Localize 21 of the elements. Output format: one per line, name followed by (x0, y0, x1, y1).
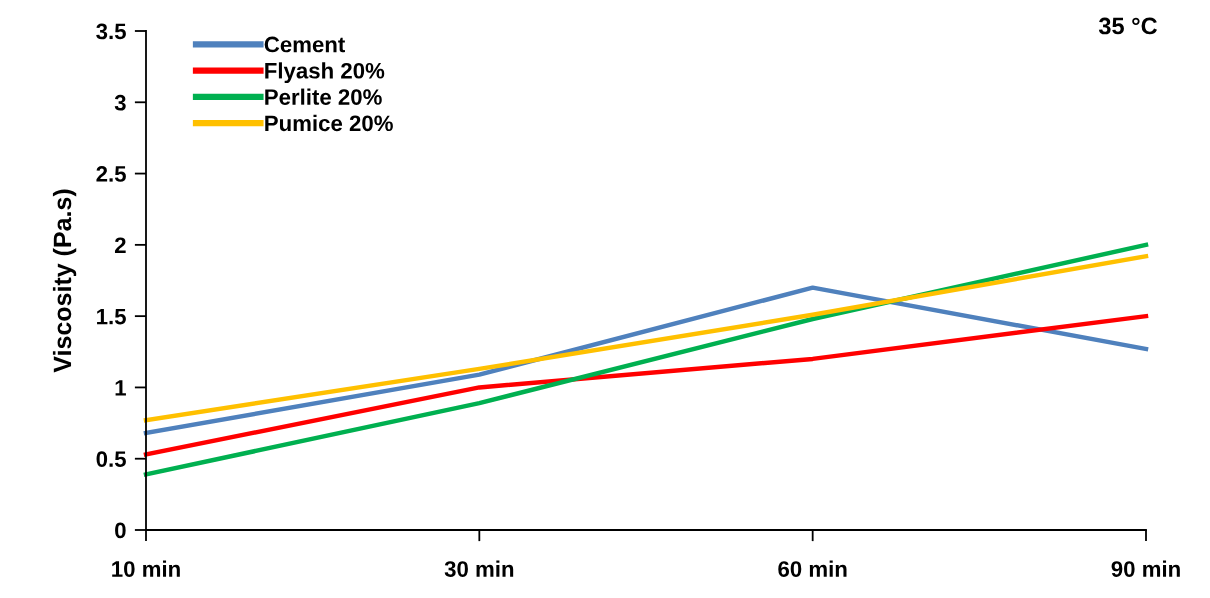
x-tick-label: 30 min (444, 560, 514, 577)
y-tick-label: 2.5 (96, 166, 126, 182)
x-tick-label: 90 min (1111, 560, 1180, 577)
y-axis-title: Viscosity (Pa.s) (52, 189, 77, 373)
y-tick-label: 1 (115, 380, 126, 396)
y-tick-label: 0 (115, 522, 126, 539)
x-tick-label: 10 min (112, 560, 180, 577)
x-tick-label: 60 min (778, 560, 847, 577)
y-tick-label: 3 (114, 94, 126, 111)
y-tick-label: 0.5 (96, 451, 126, 467)
legend-label: Cement (264, 36, 346, 53)
legend-label: Flyash 20% (265, 62, 385, 84)
y-tick-label: 2 (114, 237, 126, 253)
y-tick-label: 3.5 (96, 23, 126, 40)
annotation: 35 °C (1098, 17, 1158, 35)
line-series (143, 313, 1149, 457)
legend-label: Perlite 20% (265, 88, 382, 105)
y-tick-label: 1.5 (97, 308, 126, 325)
line-series (143, 285, 1149, 436)
legend-label: Pumice 20% (265, 114, 393, 132)
line-series (143, 254, 1149, 423)
